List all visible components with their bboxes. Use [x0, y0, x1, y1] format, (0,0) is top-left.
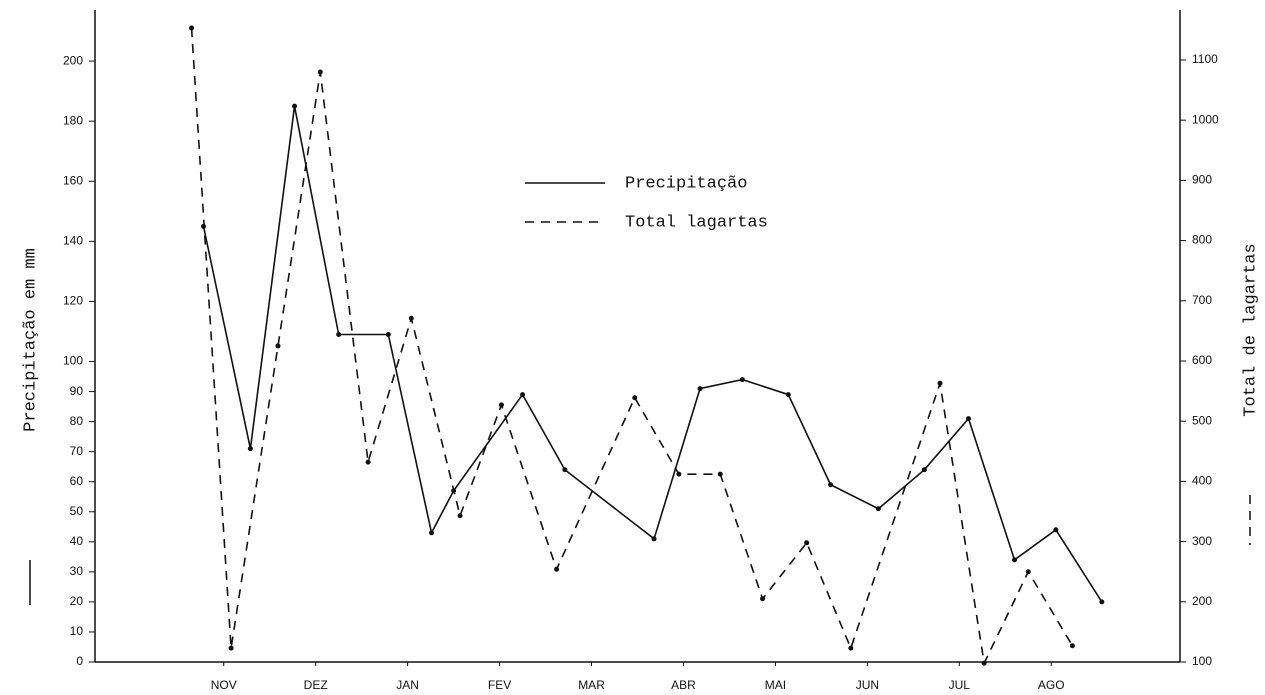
y2-tick-label: 300 [1192, 534, 1212, 548]
y-tick-label: 20 [70, 594, 84, 608]
x-tick-label: JAN [396, 678, 419, 692]
x-tick-label: DEZ [304, 678, 328, 692]
y2-tick-label: 1100 [1192, 52, 1218, 66]
x-tick-label: MAI [765, 678, 786, 692]
point [848, 645, 854, 651]
point [1053, 527, 1059, 533]
x-tick-label: AGO [1038, 678, 1065, 692]
y2-tick-label: 800 [1192, 233, 1212, 247]
point [697, 386, 703, 392]
point [676, 471, 682, 477]
point [385, 331, 391, 337]
point [457, 513, 463, 519]
point [408, 315, 414, 321]
y-tick-label: 90 [70, 384, 84, 398]
point [651, 536, 657, 542]
point [632, 395, 638, 401]
x-tick-label: ABR [671, 678, 696, 692]
point [336, 331, 342, 337]
y-tick-label: 10 [70, 624, 84, 638]
point [1025, 569, 1031, 575]
point [317, 69, 323, 75]
y-tick-label: 180 [63, 113, 83, 127]
y-tick-label: 50 [70, 504, 84, 518]
point [739, 377, 745, 383]
point [365, 459, 371, 465]
y-tick-label: 120 [63, 294, 83, 308]
x-tick-label: NOV [211, 678, 237, 692]
y2-tick-label: 400 [1192, 474, 1212, 488]
y2-tick-label: 500 [1192, 413, 1212, 427]
point [247, 446, 253, 452]
point [228, 645, 234, 651]
y-tick-label: 140 [63, 234, 83, 248]
y-tick-label: 160 [63, 173, 83, 187]
point [875, 506, 881, 512]
point [554, 566, 560, 572]
series-line [190, 28, 1074, 666]
y2-axis-title: Total de lagartas [1241, 243, 1260, 416]
x-tick-label: FEV [488, 678, 511, 692]
y2-tick-label: 100 [1192, 654, 1212, 668]
y-tick-label: 200 [63, 53, 83, 67]
x-tick-label: JUN [856, 678, 879, 692]
point [785, 392, 791, 398]
y2-tick-label: 200 [1192, 594, 1212, 608]
y-tick-label: 100 [63, 354, 83, 368]
point [562, 467, 568, 473]
point [1011, 557, 1017, 563]
point [292, 103, 298, 109]
point [828, 482, 834, 488]
point [1099, 599, 1105, 605]
point [498, 402, 504, 408]
legend-label: Precipitação [625, 174, 747, 193]
y-tick-label: 0 [76, 654, 83, 668]
y-tick-label: 60 [70, 474, 84, 488]
point [275, 343, 281, 349]
y2-tick-label: 600 [1192, 353, 1212, 367]
point [717, 471, 723, 477]
point [520, 392, 526, 398]
point [429, 530, 435, 536]
point [966, 416, 972, 422]
x-tick-label: JUL [949, 678, 971, 692]
y-tick-label: 30 [70, 564, 84, 578]
point [189, 25, 195, 31]
y-tick-label: 80 [70, 414, 84, 428]
x-tick-label: MAR [578, 678, 605, 692]
y2-tick-label: 900 [1192, 173, 1212, 187]
y-tick-label: 70 [70, 444, 84, 458]
point [921, 467, 927, 473]
point [1069, 643, 1075, 649]
point [804, 540, 810, 546]
point [937, 380, 943, 386]
point [981, 660, 987, 666]
series-line [202, 105, 1103, 603]
y2-tick-label: 700 [1192, 293, 1212, 307]
y2-tick-label: 1000 [1192, 112, 1219, 126]
point [760, 596, 766, 602]
legend-label: Total lagartas [625, 213, 768, 232]
y-tick-label: 40 [70, 534, 84, 548]
y-axis-title: Precipitação em mm [21, 248, 40, 432]
